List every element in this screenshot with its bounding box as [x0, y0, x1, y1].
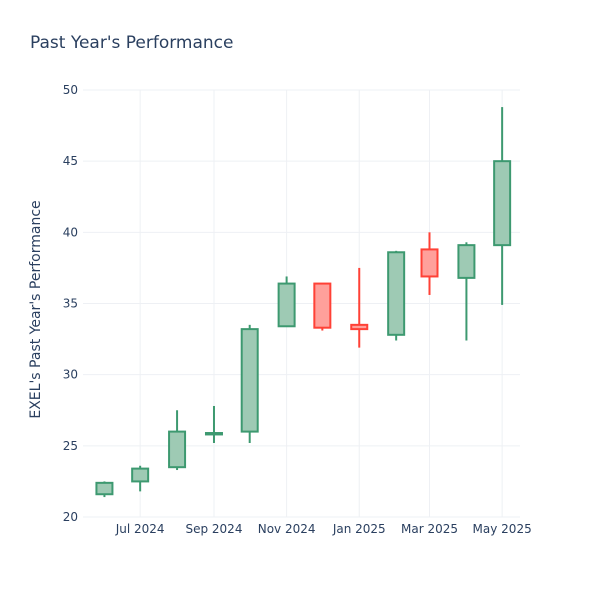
y-tick-label: 30: [63, 368, 78, 382]
axis-layer: 20 25 30 35 40 45 50 Jul 2024 Sep 2024 Nov 2024 Ja…: [28, 83, 532, 536]
x-tick-label: May 2025: [473, 522, 532, 536]
y-tick-label: 35: [63, 297, 78, 311]
candle-increasing: [204, 405, 223, 443]
chart-title: Past Year's Performance: [30, 33, 234, 53]
y-tick-label: 25: [63, 439, 78, 453]
y-tick-label: 45: [63, 154, 78, 168]
candle-increasing: [387, 250, 406, 341]
candle-body: [350, 323, 369, 331]
x-tick-label: Sep 2024: [185, 522, 242, 536]
y-tick-label: 40: [63, 225, 78, 239]
candle-increasing: [277, 276, 296, 328]
grid-layer: [83, 89, 520, 518]
candle-body: [457, 244, 476, 279]
candle-body: [204, 432, 223, 436]
y-tick-label: 50: [63, 83, 78, 97]
candle-decreasing: [350, 267, 369, 348]
candle-increasing: [240, 324, 259, 443]
candle-body: [240, 328, 259, 433]
candle-body: [131, 467, 150, 483]
y-tick-label: 20: [63, 510, 78, 524]
candle-decreasing: [420, 232, 439, 295]
x-tick-label: Jul 2024: [115, 522, 165, 536]
candle-increasing: [457, 242, 476, 341]
x-tick-label: Nov 2024: [258, 522, 316, 536]
candle-body: [493, 160, 512, 247]
candle-increasing: [493, 107, 512, 305]
candle-body: [168, 430, 187, 469]
candle-decreasing: [313, 282, 332, 331]
candle-body: [387, 251, 406, 336]
x-tick-label: Jan 2025: [332, 522, 386, 536]
x-tick-label: Mar 2025: [401, 522, 458, 536]
candle-increasing: [168, 410, 187, 471]
candle-body: [95, 481, 114, 496]
candle-increasing: [95, 481, 114, 498]
y-axis-label: EXEL's Past Year's Performance: [28, 200, 44, 418]
candle-body: [277, 282, 296, 328]
candle-increasing: [131, 465, 150, 492]
candle-body: [313, 282, 332, 329]
candle-body: [420, 248, 439, 278]
candle-layer: [95, 107, 512, 498]
